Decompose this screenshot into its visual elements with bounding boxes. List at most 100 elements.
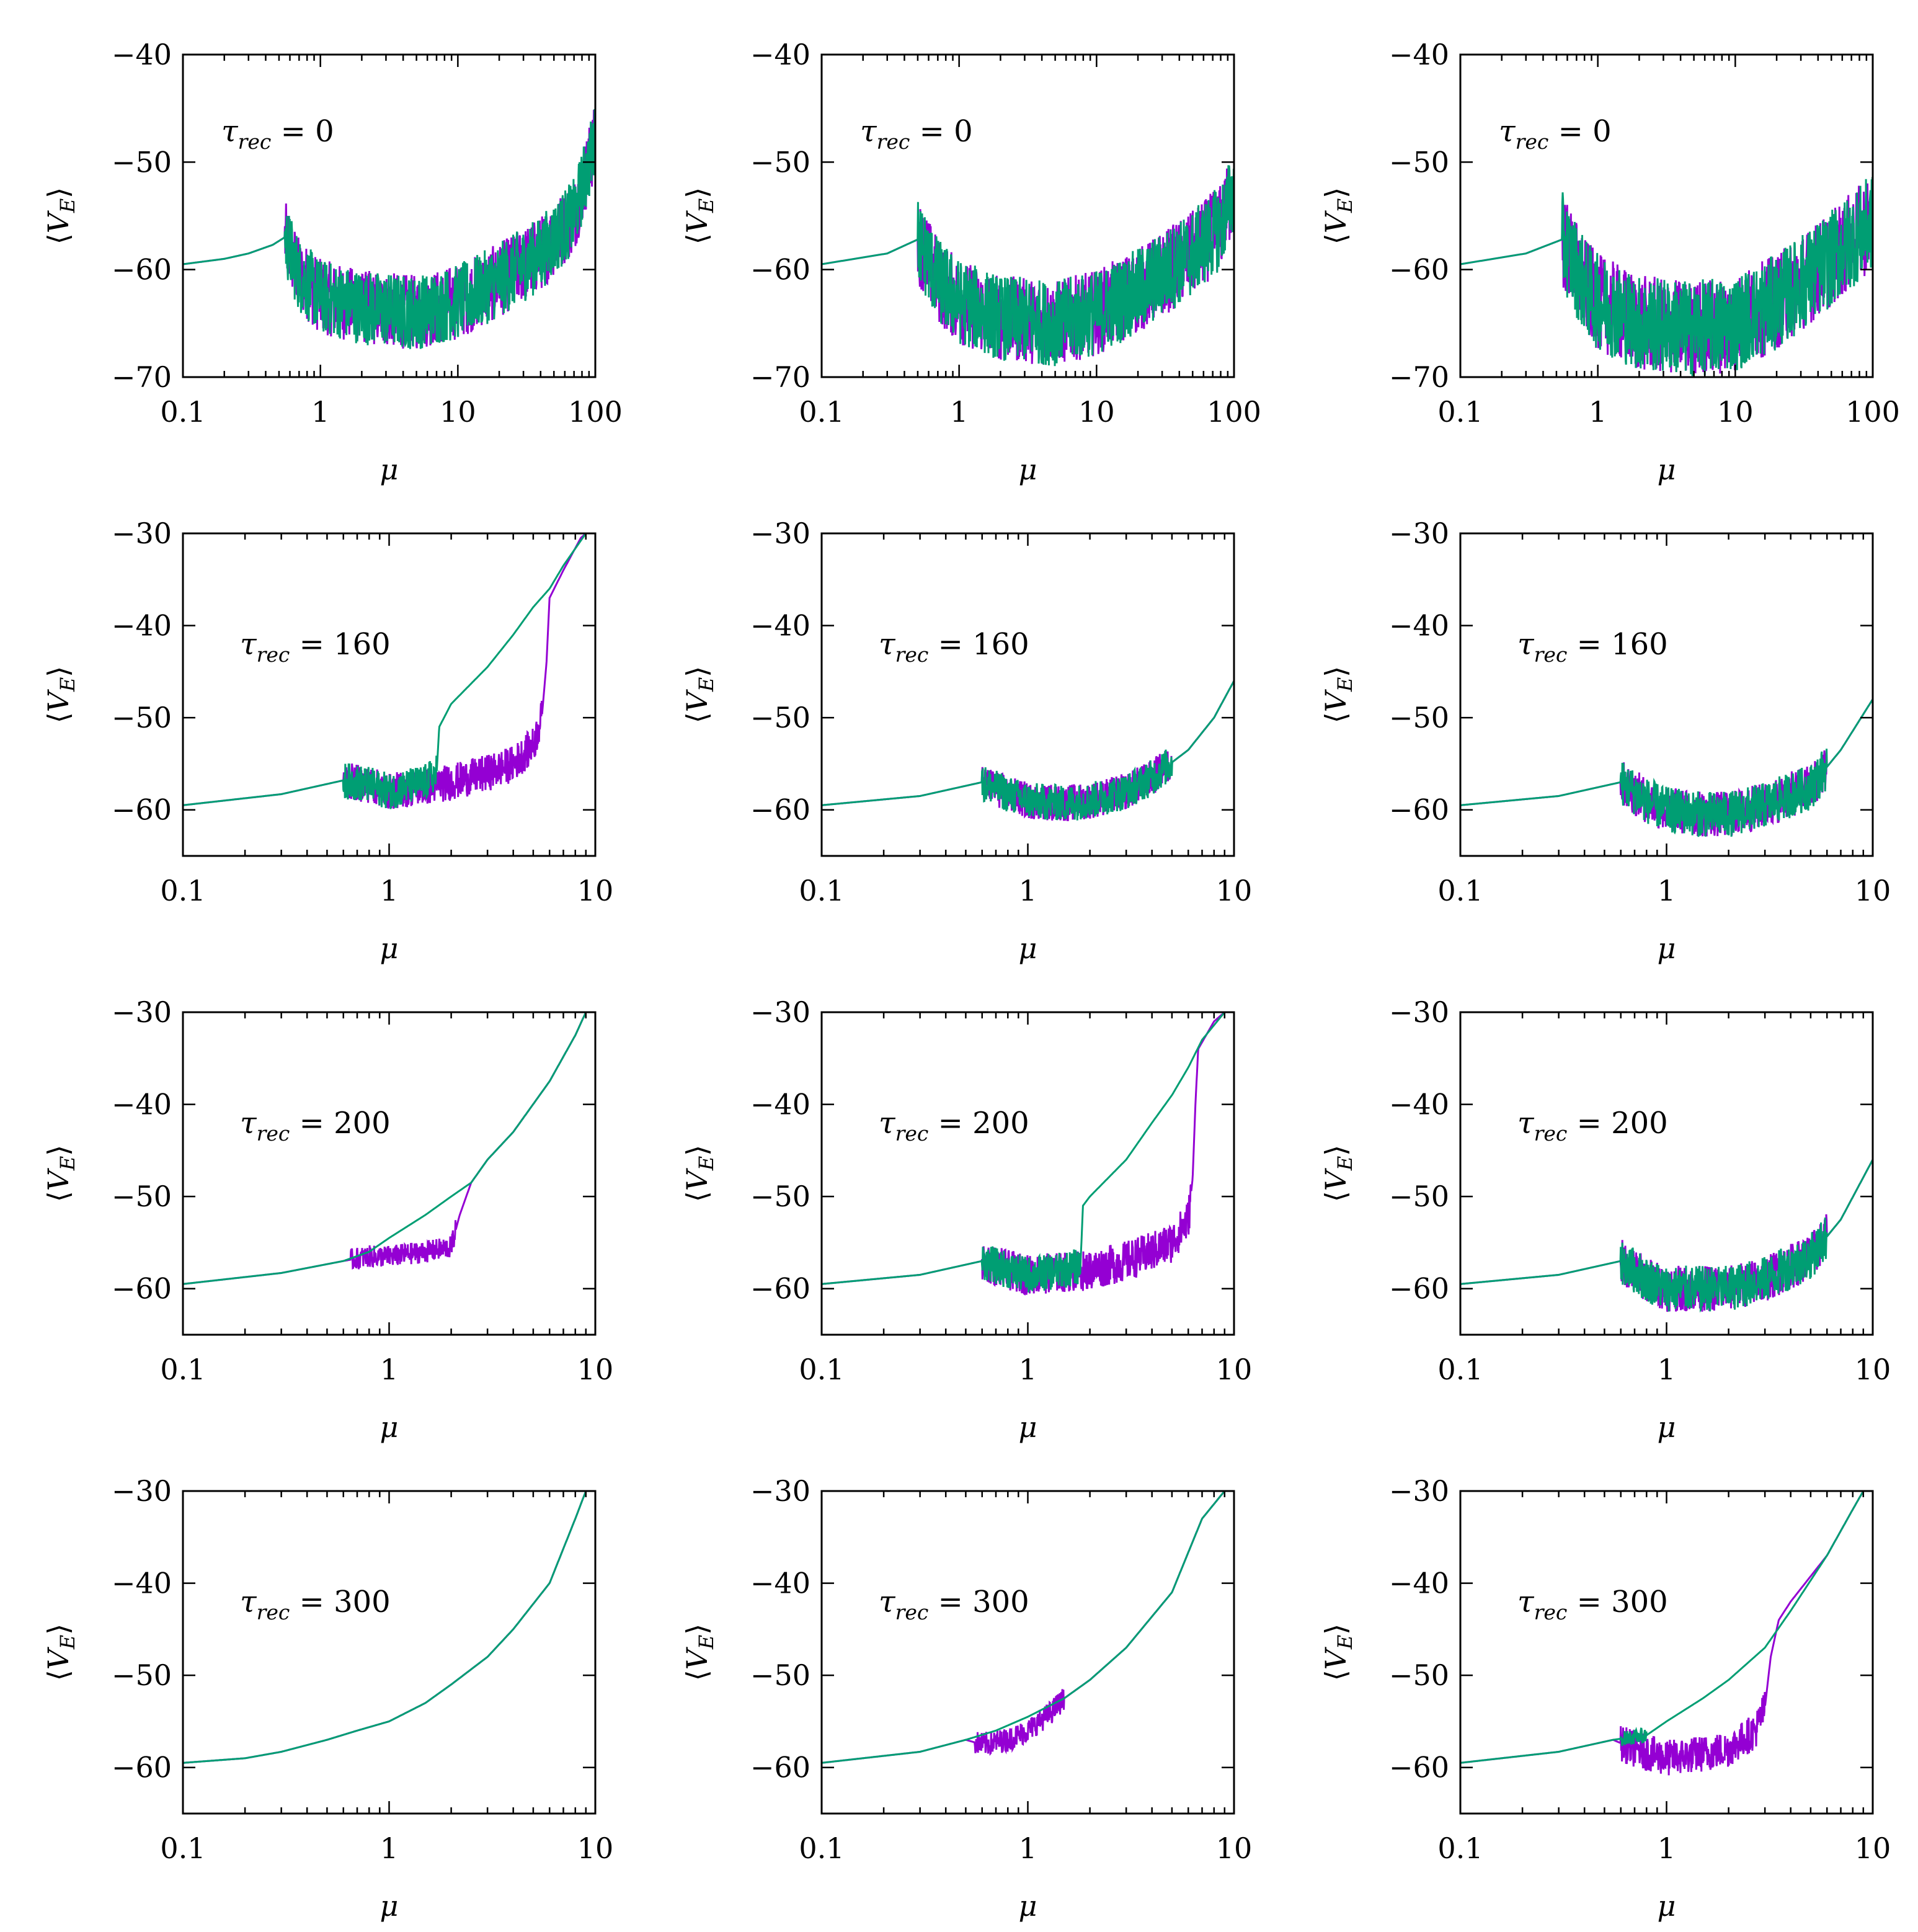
series-line-backward [822, 1491, 1234, 1764]
y-axis-label: ⟨VE⟩ [1319, 1145, 1357, 1203]
y-tick-label: −30 [750, 995, 810, 1029]
y-tick-label: −40 [750, 1567, 810, 1600]
y-tick-label: −50 [750, 145, 810, 179]
y-axis-label: ⟨VE⟩ [42, 187, 79, 245]
y-tick-label: −60 [1389, 1272, 1449, 1306]
x-axis-label: μ [380, 932, 399, 965]
y-tick-label: −60 [112, 1751, 172, 1784]
y-tick-label: −40 [1389, 1567, 1449, 1600]
y-tick-label: −50 [112, 145, 172, 179]
y-tick-label: −40 [1389, 1088, 1449, 1121]
tau-rec-annotation: τrec = 300 [240, 1585, 391, 1624]
tau-rec-annotation: τrec = 200 [879, 1106, 1029, 1146]
series-line-forward [822, 1491, 1234, 1764]
x-tick-label: 10 [440, 395, 476, 429]
series-line-backward [1460, 698, 1873, 837]
series-line-backward [1460, 1159, 1873, 1313]
x-axis-label: μ [1019, 932, 1037, 965]
y-tick-label: −60 [1389, 793, 1449, 827]
y-axis-label: ⟨VE⟩ [680, 187, 718, 245]
x-tick-label: 0.1 [1437, 1832, 1483, 1865]
x-tick-label: 1 [950, 395, 968, 429]
x-tick-label: 0.1 [160, 1353, 205, 1386]
y-tick-label: −30 [112, 1474, 172, 1508]
y-tick-label: −50 [1389, 1180, 1449, 1213]
x-axis-label: μ [1019, 1410, 1037, 1444]
series-line-backward [183, 1491, 595, 1764]
x-tick-label: 1 [1658, 874, 1676, 907]
panel-r3-c0: 0.1 1 10 −60 −50 −40 −30 μ ⟨VE⟩ τrec = 300 [42, 1474, 613, 1923]
tau-rec-annotation: τrec = 0 [1499, 114, 1612, 154]
tau-rec-annotation: τrec = 300 [1517, 1585, 1668, 1624]
x-axis-label: μ [380, 1410, 399, 1444]
x-axis-label: μ [1658, 453, 1676, 486]
y-tick-label: −30 [750, 517, 810, 550]
x-tick-label: 10 [577, 1353, 614, 1386]
y-axis-label: ⟨VE⟩ [1319, 1624, 1357, 1681]
x-tick-label: 0.1 [799, 874, 844, 907]
y-tick-label: −50 [112, 1658, 172, 1692]
series-line-forward [183, 533, 595, 809]
tau-rec-annotation: τrec = 160 [879, 627, 1029, 667]
y-tick-label: −50 [750, 1180, 810, 1213]
x-tick-label: 1 [1658, 1353, 1676, 1386]
y-tick-label: −60 [112, 253, 172, 287]
y-tick-label: −30 [1389, 1474, 1449, 1508]
x-tick-label: 0.1 [1437, 874, 1483, 907]
y-tick-label: −60 [1389, 1751, 1449, 1784]
x-tick-label: 100 [1207, 395, 1261, 429]
y-tick-label: −40 [1389, 609, 1449, 643]
tau-rec-annotation: τrec = 0 [860, 114, 973, 154]
y-tick-label: −70 [1389, 360, 1449, 394]
tau-rec-annotation: τrec = 0 [221, 114, 334, 154]
plot-frame [182, 1011, 597, 1336]
y-tick-label: −60 [1389, 253, 1449, 287]
series-line-forward [822, 1012, 1234, 1296]
y-axis-label: ⟨VE⟩ [680, 1624, 718, 1681]
tau-rec-annotation: τrec = 300 [879, 1585, 1029, 1624]
y-tick-label: −60 [750, 1751, 810, 1784]
y-tick-label: −40 [1389, 38, 1449, 71]
x-tick-label: 10 [1216, 1832, 1253, 1865]
x-tick-label: 0.1 [1437, 395, 1483, 429]
tau-rec-annotation: τrec = 200 [240, 1106, 391, 1146]
x-axis-label: μ [1019, 453, 1037, 486]
y-tick-label: −30 [112, 517, 172, 550]
y-tick-label: −30 [112, 995, 172, 1029]
panel-r2-c1: 0.1 1 10 −60 −50 −40 −30 μ ⟨VE⟩ τrec = 200 [680, 995, 1252, 1444]
x-tick-label: 10 [577, 874, 614, 907]
y-tick-label: −40 [112, 38, 172, 71]
x-tick-label: 1 [1019, 1832, 1037, 1865]
x-tick-label: 10 [1717, 395, 1754, 429]
x-axis-label: μ [380, 453, 399, 486]
y-tick-label: −60 [112, 1272, 172, 1306]
x-tick-label: 0.1 [799, 1353, 844, 1386]
x-tick-label: 1 [1019, 1353, 1037, 1386]
y-tick-label: −70 [750, 360, 810, 394]
x-tick-label: 100 [1845, 395, 1900, 429]
y-tick-label: −50 [1389, 145, 1449, 179]
x-tick-label: 1 [311, 395, 329, 429]
series-line-backward [183, 1012, 595, 1285]
y-axis-label: ⟨VE⟩ [42, 1624, 79, 1681]
y-tick-label: −50 [750, 701, 810, 734]
y-axis-label: ⟨VE⟩ [680, 666, 718, 724]
x-axis-label: μ [1658, 1889, 1676, 1923]
y-tick-label: −60 [112, 793, 172, 827]
plot-frame [182, 1490, 597, 1815]
y-tick-label: −40 [112, 1567, 172, 1600]
panel-r0-c1: 0.1 1 10 100 −70 −60 −50 −40 μ ⟨VE⟩ τrec = 0 [680, 38, 1261, 486]
y-tick-label: −60 [750, 253, 810, 287]
y-tick-label: −40 [750, 1088, 810, 1121]
series-line-backward [1460, 1491, 1873, 1764]
x-axis-label: μ [1658, 932, 1676, 965]
x-tick-label: 10 [1855, 1832, 1891, 1865]
x-axis-label: μ [1658, 1410, 1676, 1444]
y-tick-label: −70 [112, 360, 172, 394]
panel-r0-c0: 0.1 1 10 100 −70 −60 −50 −40 μ ⟨VE⟩ τrec = 0 [42, 38, 623, 486]
x-tick-label: 1 [380, 874, 398, 907]
panel-r2-c2: 0.1 1 10 −60 −50 −40 −30 μ ⟨VE⟩ τrec = 200 [1319, 995, 1891, 1444]
x-tick-label: 1 [1589, 395, 1607, 429]
panel-r3-c1: 0.1 1 10 −60 −50 −40 −30 μ ⟨VE⟩ τrec = 300 [680, 1474, 1252, 1923]
